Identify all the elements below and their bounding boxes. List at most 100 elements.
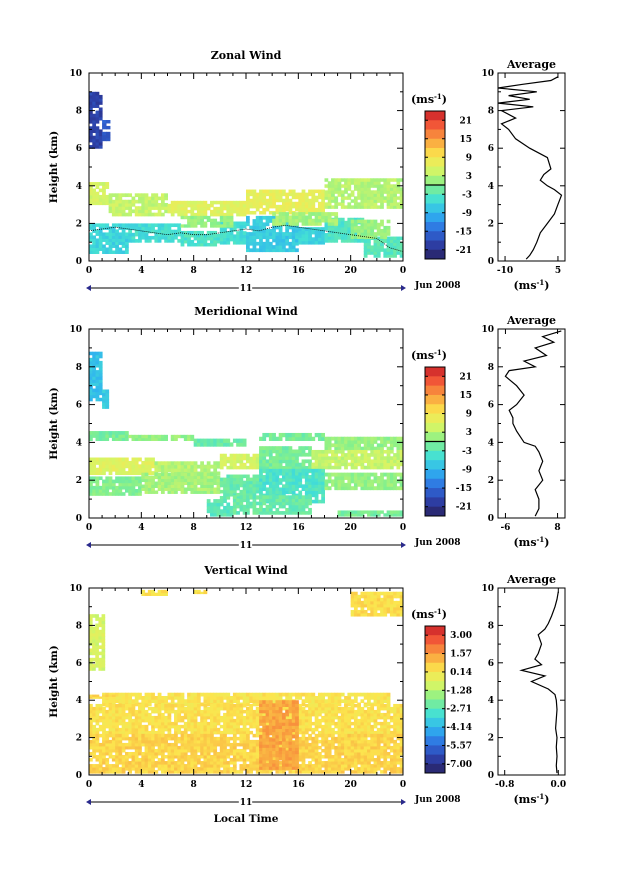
heatmap-cell [298,432,303,438]
heatmap-cell [144,692,149,697]
heatmap-cell [246,248,250,253]
heatmap-cell [121,715,126,720]
heatmap-cell [281,241,286,246]
heatmap-cell [236,709,240,714]
heatmap-cell [134,223,139,228]
heatmap-cell [98,632,103,637]
heatmap-cell [170,490,175,494]
heatmap-cell [255,718,260,723]
heatmap-cell [111,736,116,741]
heatmap-cell [193,224,198,228]
heatmap-cell [311,207,316,212]
heatmap-cell [147,467,152,472]
heatmap-cell [131,742,136,747]
heatmap-cell [219,496,224,500]
heatmap-cell [380,199,384,203]
heatmap-cell [160,472,165,477]
heatmap-cell [196,712,201,717]
heatmap-cell [353,486,358,491]
day-bar-arrow-right [401,542,406,548]
heatmap-cell [249,695,254,700]
heatmap-cell [219,438,224,443]
heatmap-cell [190,692,195,697]
heatmap-cell [324,709,329,714]
heatmap-cell [134,699,139,704]
heatmap-cell [124,434,129,438]
heatmap-cell [115,703,119,708]
heatmap-cell [288,478,293,482]
heatmap-cell [308,475,312,479]
heatmap-cell [177,730,182,735]
heatmap-cell [380,724,384,729]
heatmap-cell [239,465,244,470]
heatmap-cell [147,490,152,494]
heatmap-cell [376,692,381,697]
heatmap-cell [160,703,165,708]
heatmap-cell [249,706,254,711]
heatmap-cell [304,695,309,700]
heatmap-cell [196,212,201,217]
heatmap-cell [226,724,231,729]
heatmap-cell [370,459,375,464]
heatmap-cell [164,193,168,198]
heatmap-cell [393,706,397,711]
heatmap-cell [246,483,250,488]
heatmap-cell [331,459,335,464]
heatmap-cell [288,715,293,720]
heatmap-cell [281,232,286,236]
heatmap-cell [376,510,381,514]
heatmap-cell [308,490,312,495]
heatmap-cell [219,221,224,226]
heatmap-cell [223,718,227,723]
heatmap-cell [141,434,146,439]
heatmap-cell [174,475,178,480]
heatmap-cell [193,200,198,205]
heatmap-cell [350,229,355,233]
heatmap-cell [160,712,165,717]
heatmap-cell [102,389,106,394]
heatmap-cell [275,452,280,457]
heatmap-cell [367,486,371,491]
heatmap-cell [92,223,97,227]
heatmap-cell [111,250,116,254]
heatmap-cell [363,225,368,230]
heatmap-cell [370,219,375,224]
heatmap-cell [101,639,106,643]
heatmap-cell [331,456,335,460]
units-close: ) [544,536,549,549]
heatmap-cell [157,733,162,738]
heatmap-cell [314,468,319,473]
heatmap-cell [95,727,100,732]
heatmap-cell [174,727,178,732]
heatmap-cell [301,436,306,442]
heatmap-cell [111,709,116,714]
heatmap-cell [102,739,106,744]
heatmap-cell [141,226,146,231]
heatmap-cell [311,204,316,209]
heatmap-cell [144,206,149,210]
heatmap-cell [347,193,352,197]
heatmap-cell [118,736,123,741]
heatmap-cell [190,461,195,466]
heatmap-cell [242,721,247,726]
heatmap-cell [92,629,96,634]
heatmap-cell [360,235,365,239]
heatmap-cell [121,742,126,747]
heatmap-cell [314,189,319,194]
heatmap-cell [105,185,110,189]
heatmap-cell [229,474,234,479]
heatmap-cell [134,742,139,747]
heatmap-cell [278,228,283,233]
heatmap-cell [327,456,332,460]
heatmap-cell [138,482,142,487]
heatmap-cell [147,739,152,744]
heatmap-cell [281,245,286,249]
heatmap-cell [275,484,280,488]
heatmap-cell [190,481,195,486]
heatmap-cell [118,199,123,204]
heatmap-cell [367,479,371,484]
heatmap-cell [331,239,335,243]
heatmap-cell [340,718,345,723]
heatmap-cell [180,730,185,735]
heatmap-cell [376,184,381,188]
